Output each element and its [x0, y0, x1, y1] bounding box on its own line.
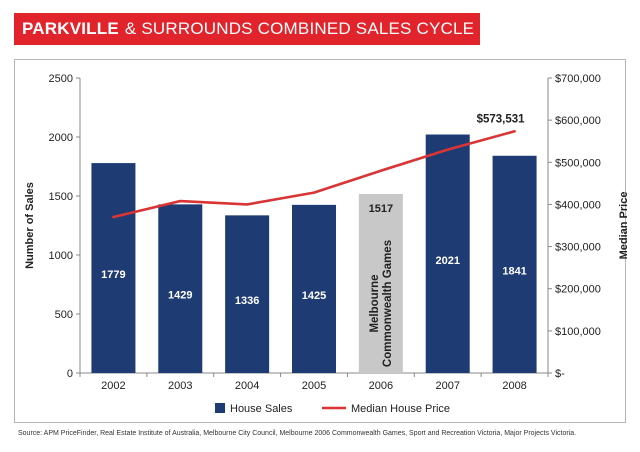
legend-house-sales: House Sales: [230, 403, 293, 415]
right-tick-label: $700,000: [555, 73, 601, 85]
median-price-polyline: [112, 129, 516, 219]
bar: [425, 134, 470, 373]
chart-legend: House Sales Median House Price: [215, 403, 450, 415]
x-tick-label: 2008: [502, 380, 526, 392]
bar-value-label: 1425: [302, 290, 326, 302]
bar-highlighted: [358, 193, 403, 373]
chart-labels: 1779 1429 1336 1425 1517 2021 1841 MelbourneCom…: [101, 113, 527, 367]
legend-median-price: Median House Price: [351, 403, 450, 415]
right-tick-label: $500,000: [555, 157, 601, 169]
right-tick-label: $400,000: [555, 199, 601, 211]
bar: [492, 155, 537, 373]
bar: [158, 204, 203, 373]
house-sales-bars: [91, 134, 537, 373]
x-tick-label: 2002: [101, 380, 125, 392]
legend-bar-swatch: [215, 403, 225, 413]
x-tick-label: 2003: [168, 380, 192, 392]
chart-frame: [14, 59, 626, 423]
commonwealth-games-note: MelbourneCommonwealth Games: [369, 240, 394, 367]
note-line-1: Melbourne: [369, 274, 381, 332]
end-price-label: $573,531: [477, 113, 526, 125]
bar-value-label: 1517: [369, 203, 393, 215]
left-tick-label: 1000: [49, 250, 73, 262]
bar: [292, 204, 336, 373]
right-tick-label: $600,000: [555, 115, 601, 127]
bar-value-label: 1429: [168, 290, 192, 302]
left-tick-label: 2500: [49, 73, 73, 85]
title-banner: PARKVILLE & SURROUNDS COMBINED SALES CYC…: [14, 13, 480, 45]
bar-value-label: 1779: [101, 269, 125, 281]
right-tick-label: $300,000: [555, 242, 601, 254]
x-tick-label: 2005: [302, 380, 326, 392]
note-line-2: Commonwealth Games: [382, 240, 394, 367]
y-axis-title: Number of Sales: [24, 182, 36, 269]
left-tick-label: 0: [67, 368, 73, 380]
x-tick-label: 2004: [235, 380, 259, 392]
right-tick-label: $-: [555, 368, 565, 380]
bar-value-label: 1336: [235, 295, 259, 307]
right-tick-label: $200,000: [555, 284, 601, 296]
left-tick-label: 2000: [49, 132, 73, 144]
y2-axis-title: Median Price: [618, 192, 630, 260]
source-note: Source: APM PriceFinder, Real Estate Ins…: [18, 430, 577, 437]
x-tick-label: 2006: [369, 380, 393, 392]
title-rest: & SURROUNDS COMBINED SALES CYCLE: [124, 19, 475, 38]
bar: [91, 163, 136, 373]
left-tick-label: 1500: [49, 191, 73, 203]
x-tick-label: 2007: [435, 380, 459, 392]
right-tick-label: $100,000: [555, 326, 601, 338]
median-price-line: [112, 129, 516, 219]
bar-value-label: 1841: [502, 265, 526, 277]
bar: [225, 215, 270, 373]
left-tick-label: 500: [55, 309, 73, 321]
title-bold: PARKVILLE: [22, 19, 119, 38]
bar-value-label: 2021: [435, 255, 459, 267]
